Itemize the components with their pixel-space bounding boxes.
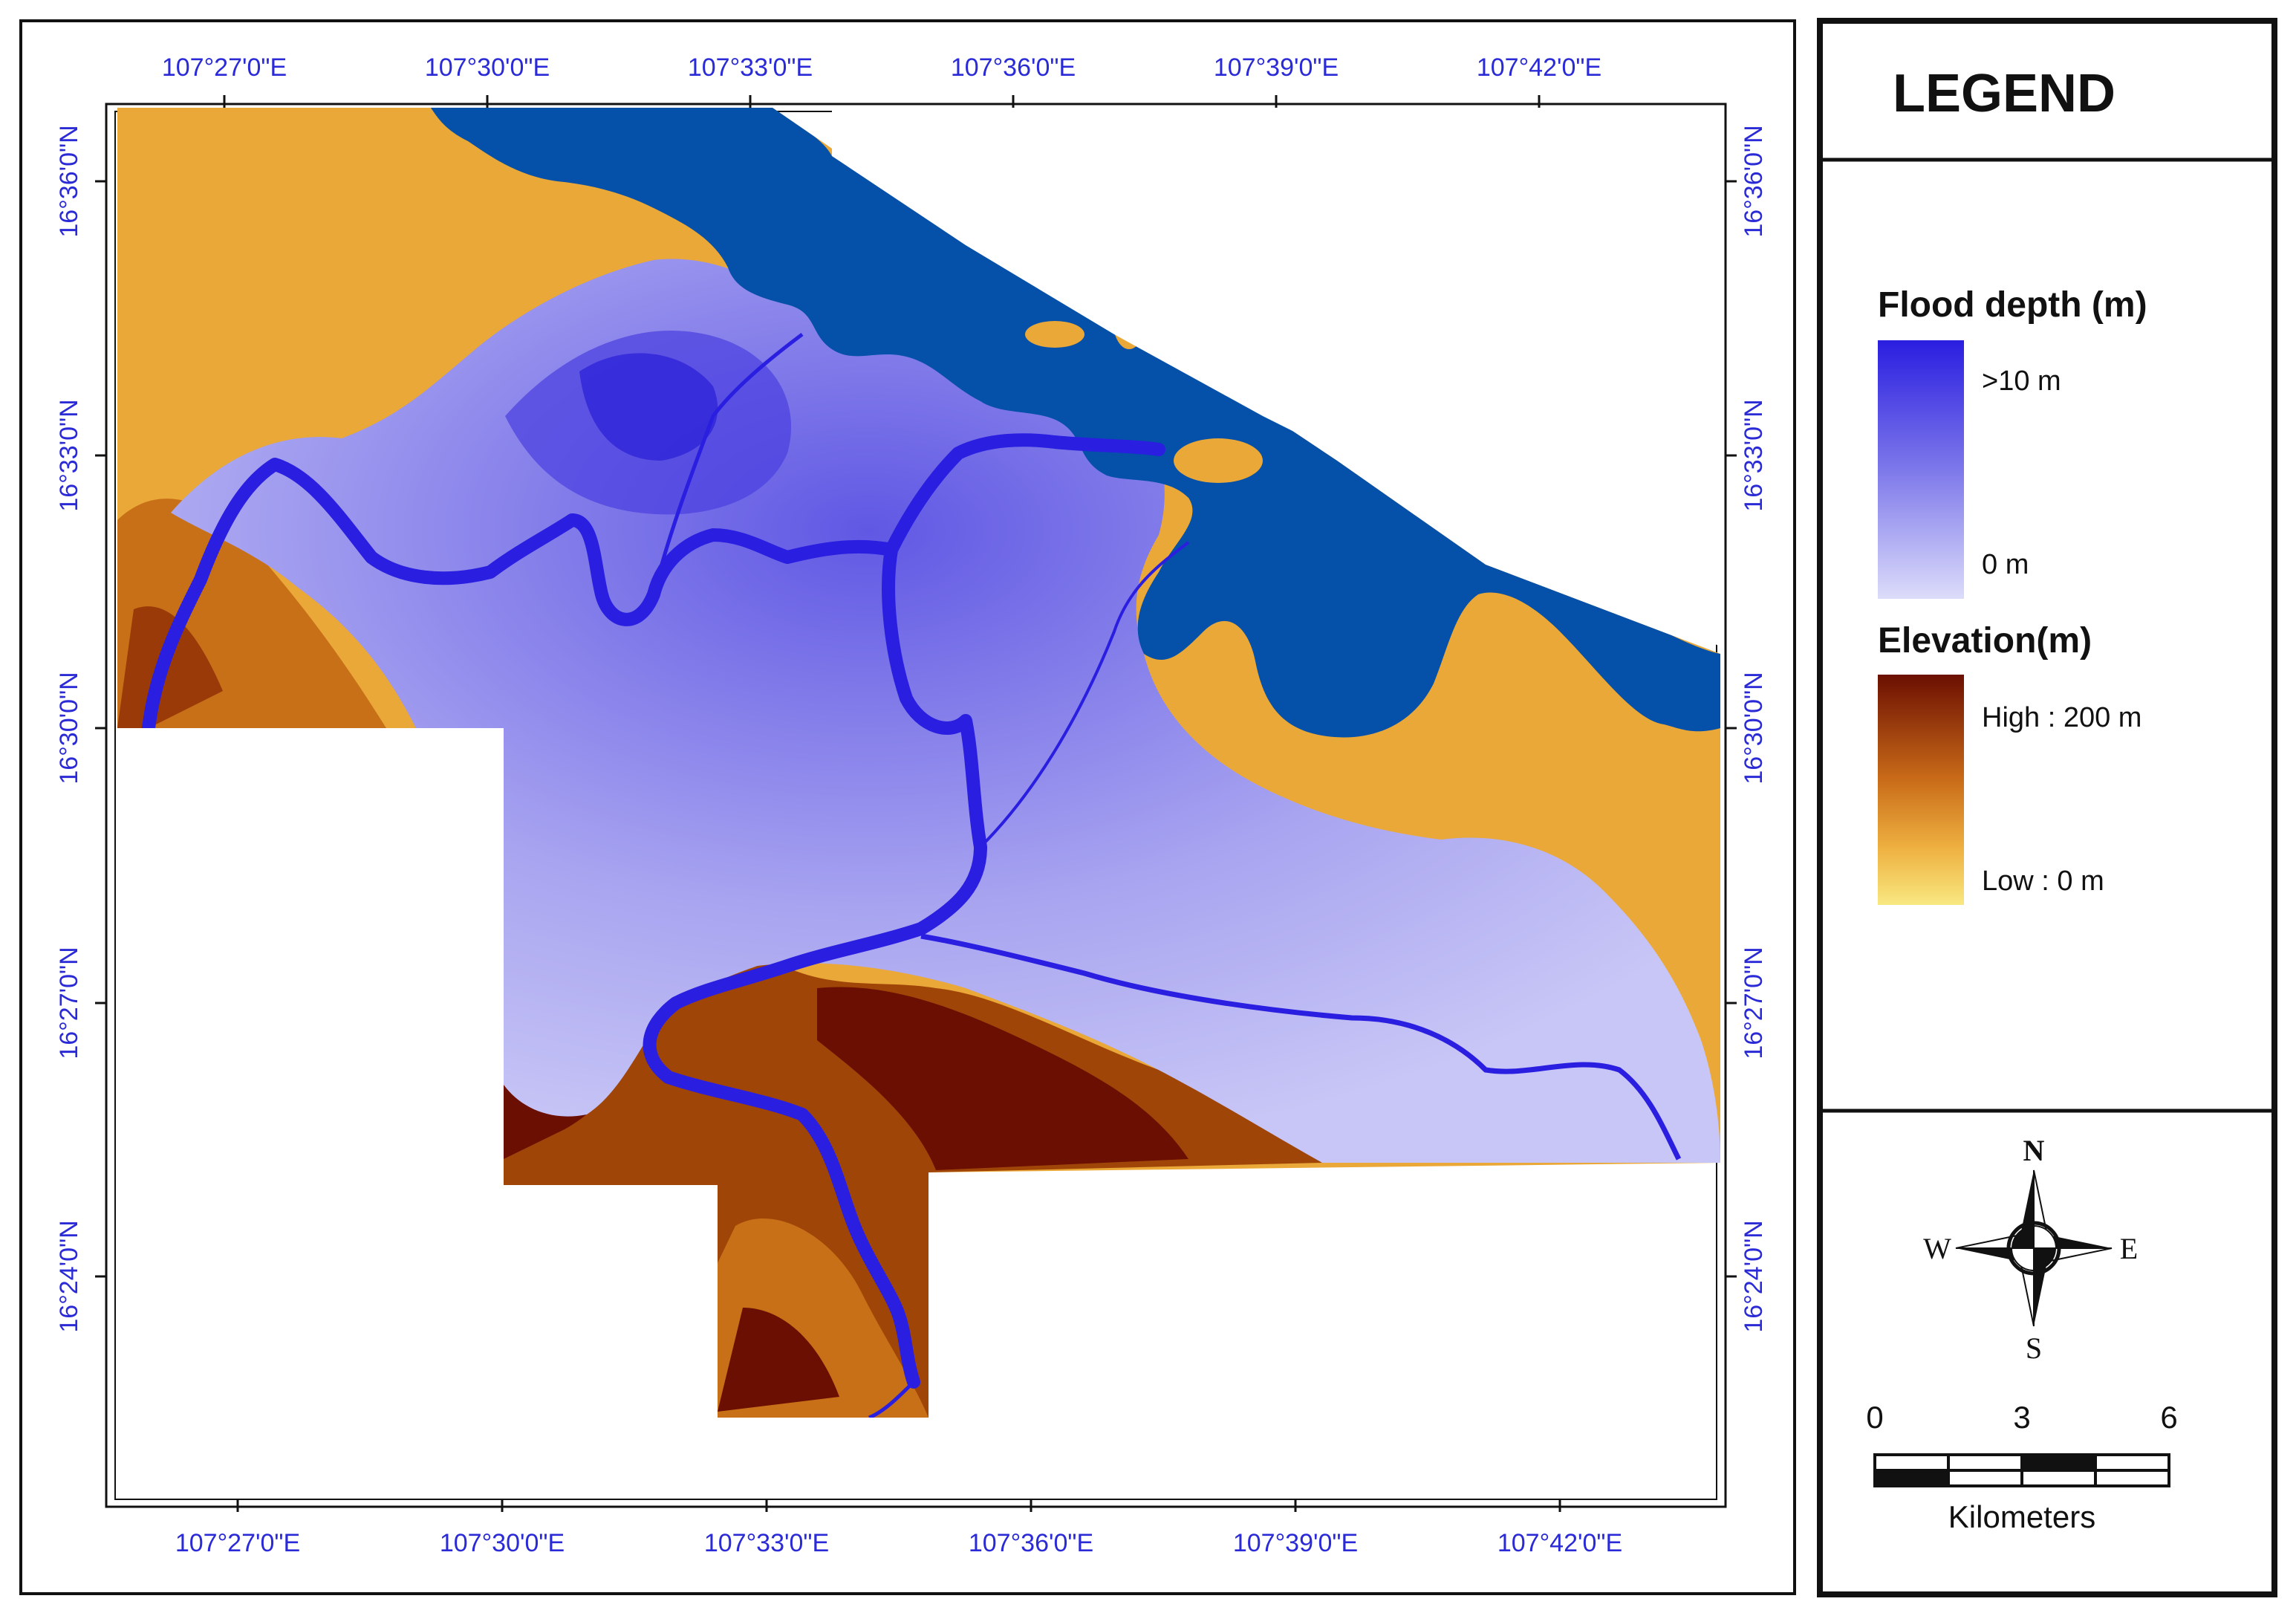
flood-depth-high-label: >10 m	[1982, 366, 2061, 397]
flood-extent	[171, 259, 1720, 1163]
compass-rose-icon	[1955, 1169, 2113, 1327]
deep-flood-core-center	[579, 353, 718, 461]
left-latitude-labels: 16°36'0"N 16°33'0"N 16°30'0"N 16°27'0"N …	[55, 125, 83, 1332]
lat-label-left: 16°36'0"N	[55, 125, 83, 237]
scale-tick-6: 6	[2160, 1400, 2177, 1435]
elevation-heading: Elevation(m)	[1878, 621, 2092, 661]
lon-label-bottom: 107°42'0"E	[1497, 1529, 1622, 1557]
bottom-longitude-labels: 107°27'0"E 107°30'0"E 107°33'0"E 107°36'…	[175, 1529, 1622, 1557]
lat-label-right: 16°24'0"N	[1740, 1220, 1768, 1332]
lat-label-left: 16°27'0"N	[55, 947, 83, 1059]
lat-label-right: 16°27'0"N	[1740, 947, 1768, 1059]
lagoon-island	[1174, 438, 1263, 483]
lon-label-bottom: 107°30'0"E	[440, 1529, 565, 1557]
compass-w-label: W	[1923, 1232, 1951, 1265]
scale-unit-label: Kilometers	[1948, 1499, 2095, 1534]
top-longitude-labels: 107°27'0"E 107°30'0"E 107°33'0"E 107°36'…	[162, 53, 1601, 82]
scale-bar	[1873, 1453, 2170, 1487]
elevation-low-label: Low : 0 m	[1982, 866, 2104, 897]
scale-tick-3: 3	[2013, 1400, 2030, 1435]
compass-e-label: E	[2120, 1232, 2138, 1265]
lon-label-top: 107°27'0"E	[162, 53, 287, 82]
legend-title: LEGEND	[1893, 64, 2115, 123]
lat-label-left: 16°33'0"N	[55, 399, 83, 511]
graticule-ticks	[95, 95, 1737, 1512]
lat-label-left: 16°24'0"N	[55, 1220, 83, 1332]
lon-label-top: 107°42'0"E	[1477, 53, 1601, 82]
right-latitude-labels: 16°36'0"N 16°33'0"N 16°30'0"N 16°27'0"N …	[1740, 125, 1768, 1332]
southern-highlands	[504, 899, 1322, 1418]
southern-highlands-dark-east	[817, 987, 1188, 1170]
scale-tick-0: 0	[1866, 1400, 1883, 1435]
main-river	[142, 433, 1165, 1389]
legend-panel: LEGEND Flood depth (m) >10 m 0 m Elevati…	[1817, 18, 2277, 1597]
flood-depth-heading: Flood depth (m)	[1878, 285, 2147, 325]
lon-label-top: 107°30'0"E	[425, 53, 550, 82]
map-neatline	[105, 103, 1727, 1508]
compass-s-label: S	[2026, 1331, 2042, 1365]
lon-label-bottom: 107°36'0"E	[969, 1529, 1093, 1557]
lon-label-top: 107°33'0"E	[688, 53, 813, 82]
western-hills-dark	[117, 606, 223, 728]
elevation-high-label: High : 200 m	[1982, 702, 2141, 733]
flood-depth-low-label: 0 m	[1982, 549, 2029, 580]
lon-label-bottom: 107°27'0"E	[175, 1529, 300, 1557]
lon-label-top: 107°36'0"E	[951, 53, 1076, 82]
no-data-northeast	[832, 108, 1720, 646]
lat-label-right: 16°36'0"N	[1740, 125, 1768, 237]
lon-label-top: 107°39'0"E	[1214, 53, 1339, 82]
lagoon-island	[1025, 321, 1084, 348]
tributary-river-south	[868, 1380, 915, 1418]
flood-depth-ramp	[1878, 340, 1964, 599]
lon-label-bottom: 107°33'0"E	[704, 1529, 829, 1557]
lat-label-left: 16°30'0"N	[55, 672, 83, 784]
tributary-river-north	[651, 333, 804, 595]
compass-n-label: N	[2023, 1134, 2045, 1167]
elevation-ramp	[1878, 675, 1964, 905]
tributary-river-northeast	[979, 541, 1190, 848]
southern-lobe-dark	[718, 1308, 839, 1412]
lat-label-right: 16°33'0"N	[1740, 399, 1768, 511]
lagoon-sea	[431, 108, 1720, 738]
lat-label-right: 16°30'0"N	[1740, 672, 1768, 784]
tributary-river-east	[920, 933, 1682, 1161]
map-frame	[19, 19, 1796, 1595]
lon-label-bottom: 107°39'0"E	[1233, 1529, 1358, 1557]
